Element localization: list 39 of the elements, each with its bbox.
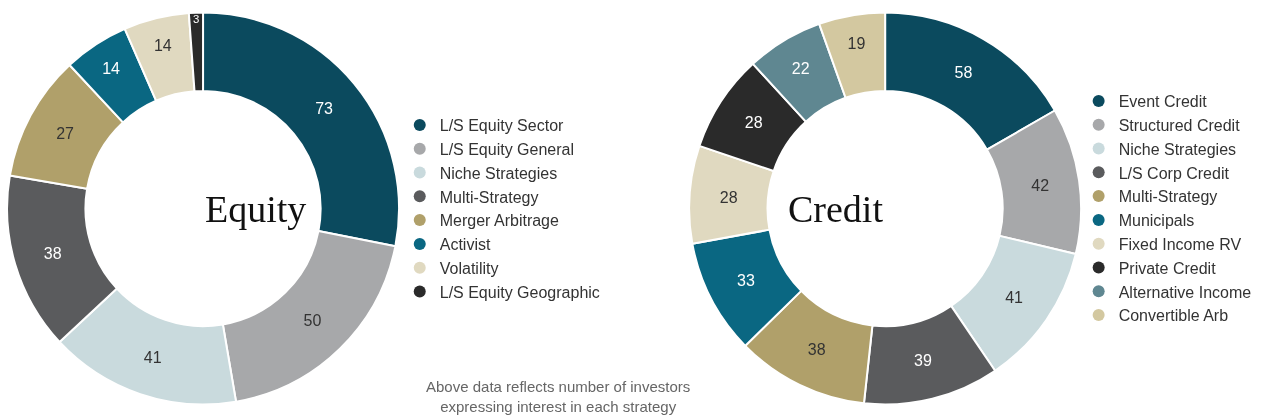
legend-label: Volatility (439, 259, 499, 277)
data-label: 3 (192, 13, 200, 26)
legend-label: Multi-Strategy (1118, 188, 1218, 206)
data-label: 38 (807, 341, 826, 359)
legend-label: Municipals (1118, 212, 1195, 230)
data-label: 42 (1031, 177, 1050, 195)
legend-label: Multi-Strategy (439, 188, 539, 206)
legend-label: Activist (439, 236, 491, 254)
data-label: 41 (1005, 289, 1024, 307)
legend-label: Niche Strategies (439, 164, 558, 182)
data-label: 39 (914, 352, 932, 370)
legend-label: L/S Equity Sector (439, 117, 565, 135)
data-label: 27 (56, 125, 75, 143)
legend-label: Niche Strategies (1118, 140, 1237, 158)
data-label: 58 (954, 64, 973, 82)
legend-label: Private Credit (1118, 259, 1217, 277)
text: Equity (205, 188, 307, 230)
legend-label: L/S Equity Geographic (439, 283, 600, 301)
data-label: 28 (744, 114, 763, 132)
legend-label: Structured Credit (1118, 116, 1241, 134)
text: Credit (788, 188, 884, 230)
data-label: 14 (153, 37, 172, 55)
data-label: 73 (315, 100, 334, 118)
data-label: 22 (791, 59, 810, 77)
legend-label: L/S Equity General (439, 140, 575, 158)
legend-label: Alternative Income (1118, 283, 1252, 301)
text: Above data reflects number of investors expressing interest in each strategy (426, 378, 691, 415)
data-label: 33 (736, 272, 755, 290)
legend-label: L/S Corp Credit (1118, 164, 1230, 182)
data-label: 14 (102, 59, 121, 77)
data-label: 50 (303, 312, 322, 330)
data-label: 28 (719, 188, 738, 206)
data-label: 19 (847, 35, 866, 53)
legend-label: Event Credit (1118, 93, 1208, 111)
legend-label: Convertible Arb (1118, 307, 1229, 325)
data-label: 41 (143, 348, 162, 366)
legend-label: Merger Arbitrage (439, 212, 559, 230)
data-label: 38 (43, 244, 62, 262)
legend-label: Fixed Income RV (1118, 235, 1242, 253)
